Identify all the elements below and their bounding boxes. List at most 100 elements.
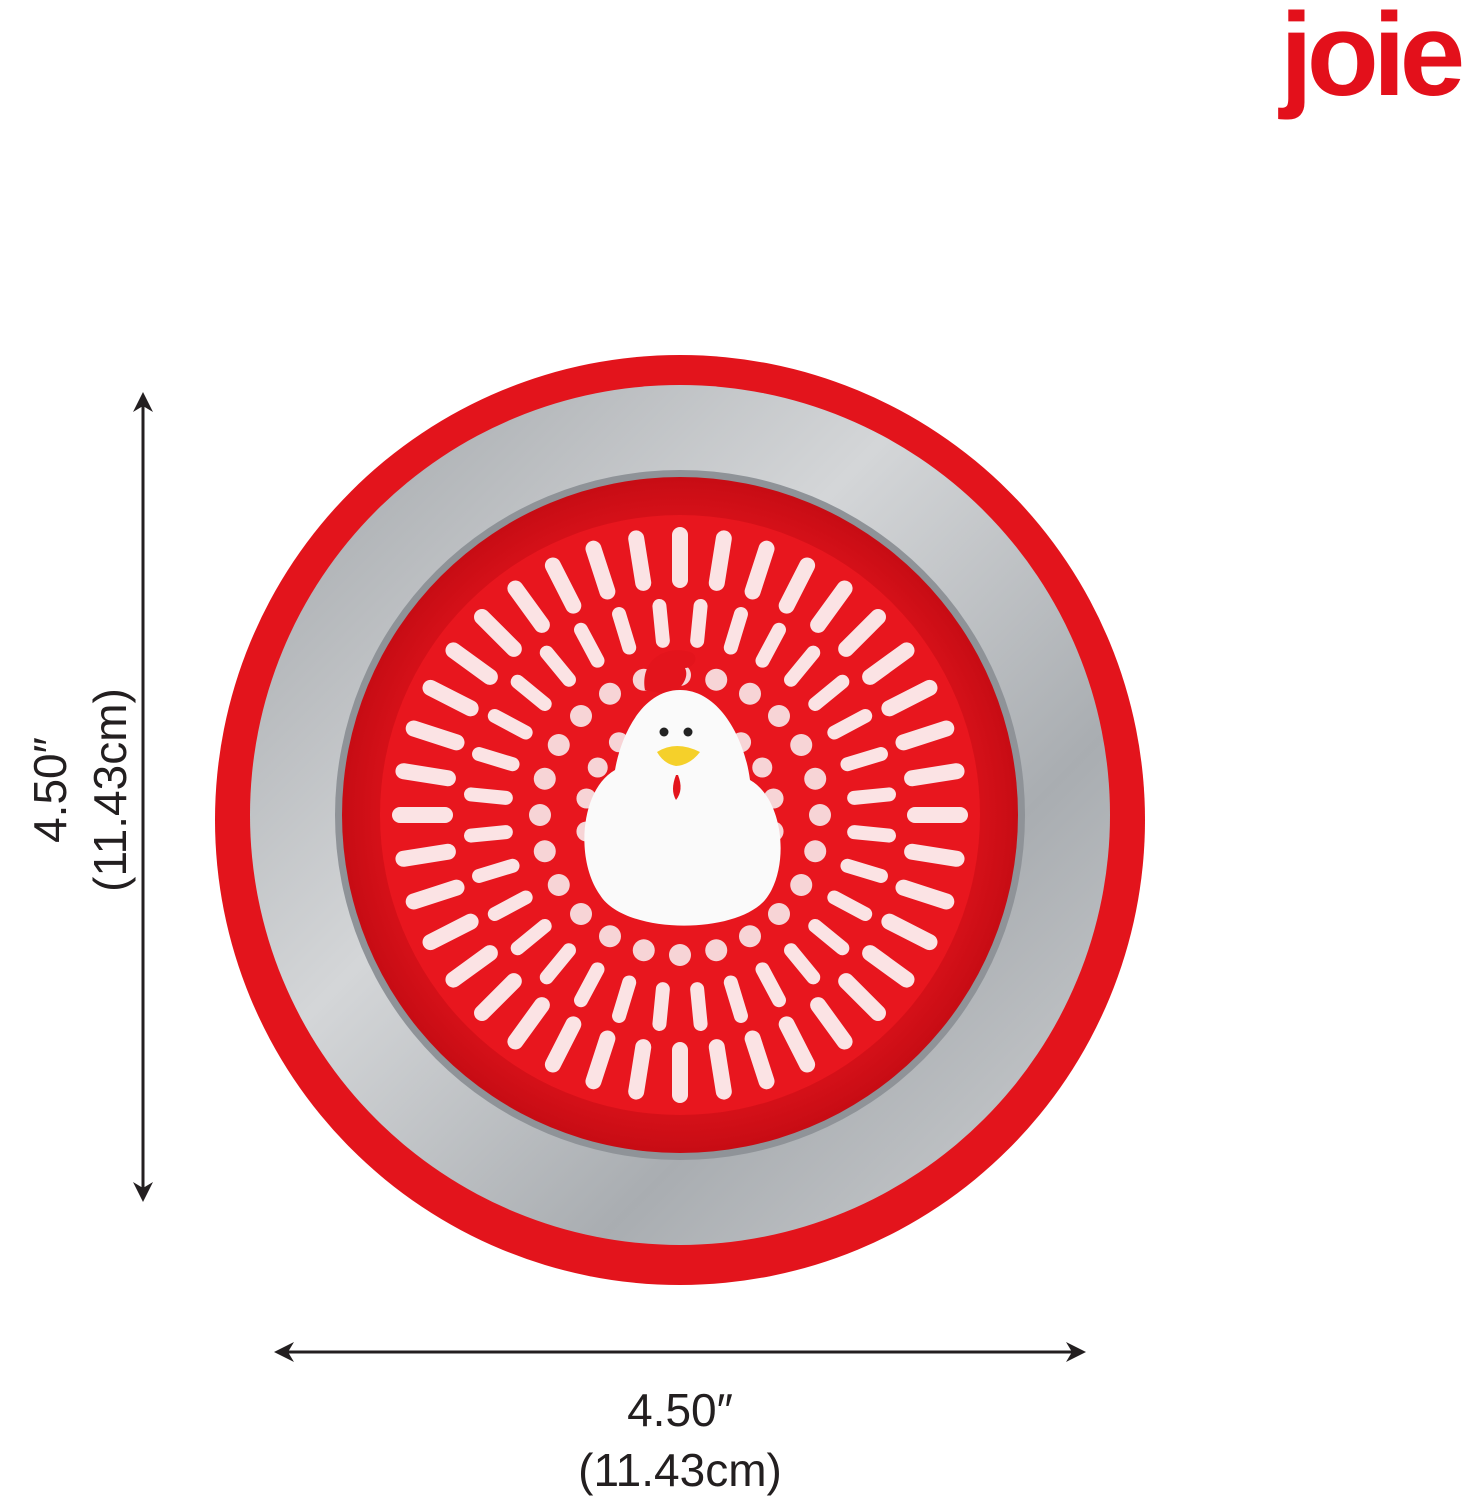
- strainer-slot: [881, 679, 938, 717]
- strainer-dot: [752, 757, 773, 778]
- strainer-slot: [474, 973, 522, 1021]
- strainer-dot: [804, 840, 827, 863]
- strainer-dot: [767, 902, 790, 925]
- height-cm: (11.43cm): [84, 688, 136, 892]
- strainer-slot: [723, 607, 748, 655]
- strainer-slot: [847, 787, 896, 805]
- strainer-dot: [547, 874, 570, 896]
- strainer-dot: [790, 874, 813, 896]
- strainer-slot: [840, 858, 888, 883]
- strainer-dot: [739, 682, 761, 705]
- strainer-slot: [472, 747, 520, 772]
- strainer-slot: [784, 943, 821, 985]
- strainer-dot: [632, 939, 655, 962]
- strainer-slot: [810, 580, 853, 633]
- strainer-slot: [881, 913, 938, 951]
- width-cm: (11.43cm): [578, 1444, 782, 1496]
- strainer-slot: [690, 599, 708, 648]
- strainer-slot: [487, 890, 533, 921]
- strainer-slot: [574, 622, 605, 668]
- width-label: 4.50″ (11.43cm): [480, 1380, 880, 1500]
- strainer-slot: [487, 709, 533, 740]
- strainer-slot: [445, 642, 498, 685]
- strainer-dot: [599, 925, 621, 948]
- strainer-slot: [904, 843, 965, 867]
- strainer-slot: [895, 879, 955, 910]
- strainer-slot: [628, 530, 652, 591]
- strainer-slot: [405, 879, 465, 910]
- strainer-slot: [585, 1030, 616, 1090]
- strainer-slot: [744, 540, 775, 600]
- strainer-slot: [778, 1016, 816, 1073]
- strainer-slot: [744, 1030, 775, 1090]
- strainer-slot: [895, 720, 955, 751]
- strainer-slot: [539, 645, 576, 687]
- strainer-dot: [533, 840, 556, 863]
- strainer-slot: [838, 609, 886, 657]
- strainer-dot: [533, 767, 556, 790]
- strainer-slot: [904, 763, 965, 787]
- strainer-slot: [405, 720, 465, 751]
- strainer-dot: [705, 939, 728, 962]
- strainer-slot: [708, 530, 732, 591]
- strainer-slot: [539, 943, 576, 985]
- strainer-slot: [574, 962, 605, 1008]
- strainer-slot: [827, 890, 873, 921]
- strainer-slot: [395, 843, 456, 867]
- strainer-holes: [392, 527, 968, 1103]
- strainer-dot: [669, 944, 691, 966]
- strainer-slot: [755, 962, 786, 1008]
- strainer-dot: [790, 734, 813, 756]
- strainer-slot: [862, 945, 915, 988]
- strainer-slot: [810, 997, 853, 1050]
- strainer-slot: [507, 580, 550, 633]
- width-inches: 4.50″: [627, 1384, 733, 1436]
- strainer-slot: [708, 1039, 732, 1100]
- strainer-slot: [472, 858, 520, 883]
- strainer-slot: [544, 557, 582, 614]
- strainer-slot: [422, 913, 479, 951]
- height-inches: 4.50″: [24, 737, 76, 843]
- strainer-slot: [507, 997, 550, 1050]
- strainer-slot: [395, 763, 456, 787]
- strainer-dot: [529, 804, 551, 826]
- strainer-slot: [474, 609, 522, 657]
- strainer-slot: [544, 1016, 582, 1073]
- strainer-dot: [587, 757, 608, 778]
- strainer-slot: [723, 975, 748, 1023]
- strainer-slot: [652, 982, 670, 1031]
- strainer-slot: [464, 825, 513, 843]
- strainer-slot: [862, 642, 915, 685]
- strainer-dot: [767, 705, 790, 728]
- strainer-dot: [705, 668, 728, 691]
- strainer-slot: [778, 557, 816, 614]
- strainer-slot: [628, 1039, 652, 1100]
- strainer-dot: [809, 804, 831, 826]
- strainer-slot: [612, 975, 637, 1023]
- height-label: 4.50″ (11.43cm): [20, 590, 140, 990]
- strainer-slot: [755, 622, 786, 668]
- strainer-slot: [510, 674, 552, 711]
- strainer-slot: [808, 674, 850, 711]
- strainer-slot: [808, 919, 850, 956]
- chicken-figure: [584, 650, 781, 926]
- strainer-slot: [422, 679, 479, 717]
- strainer-slot: [784, 645, 821, 687]
- strainer-slot: [464, 787, 513, 805]
- strainer-slot: [690, 982, 708, 1031]
- strainer-slot: [612, 607, 637, 655]
- width-arrow: [274, 1342, 1086, 1362]
- strainer-slot: [840, 747, 888, 772]
- strainer-dot: [739, 925, 761, 948]
- strainer-dot: [570, 902, 593, 925]
- strainer-dot: [570, 705, 593, 728]
- strainer-dot: [547, 734, 570, 756]
- strainer-dot: [804, 767, 827, 790]
- strainer-slot: [652, 599, 670, 648]
- strainer-slot: [585, 540, 616, 600]
- strainer-slot: [445, 945, 498, 988]
- strainer-dot: [599, 682, 621, 705]
- strainer-slot: [510, 919, 552, 956]
- height-arrow: [133, 392, 153, 1202]
